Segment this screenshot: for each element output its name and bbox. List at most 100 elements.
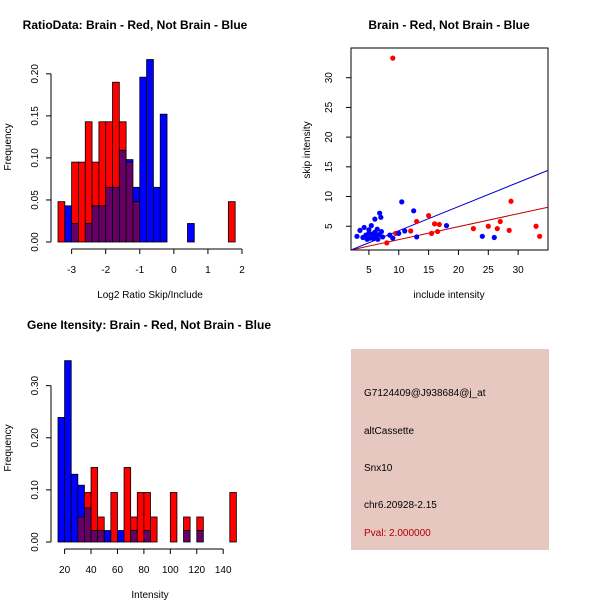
info-panel: G7124409@J938684@j_at altCassette Snx10 … — [351, 349, 549, 550]
intensity-y-tick-label: 0.10 — [30, 480, 41, 500]
ratio-brain-bar — [105, 121, 113, 188]
scatter-x-tick-label: 30 — [513, 265, 525, 276]
ratio-histogram-ylabel: Frequency — [3, 123, 14, 170]
intensity-notbrain-bar — [77, 484, 85, 518]
ratio-overlap-bar — [84, 223, 93, 243]
intensity-notbrain-bar — [117, 530, 125, 543]
notbrain-point — [414, 234, 420, 240]
brain-point — [436, 221, 442, 228]
notbrain-point — [443, 223, 450, 229]
intensity-scatter-plot-box — [350, 47, 549, 251]
notbrain-point — [491, 234, 497, 241]
intensity-histogram-title: Gene Itensity: Brain - Red, Not Brain - … — [27, 318, 271, 332]
intensity-overlap-bar — [143, 530, 151, 543]
intensity-scatter-points — [354, 55, 543, 246]
intensity-scatter-xlabel: include intensity — [413, 290, 484, 301]
notbrain-point — [390, 235, 396, 241]
notbrain-point — [354, 233, 360, 239]
intensity-histogram: Gene Itensity: Brain - Red, Not Brain - … — [3, 318, 271, 601]
brain-point — [428, 230, 435, 236]
intensity-overlap-bar — [77, 516, 85, 543]
scatter-y-tick-label: 5 — [324, 223, 335, 229]
ratio-overlap-bar — [105, 186, 113, 243]
info-panel-background — [351, 349, 549, 550]
intensity-scatter: Brain - Red, Not Brain - Blue include in… — [302, 18, 549, 301]
intensity-scatter-title: Brain - Red, Not Brain - Blue — [368, 18, 530, 32]
intensity-notbrain-bar — [70, 473, 79, 543]
ratio-brain-bar — [227, 201, 236, 243]
notbrain-point — [357, 227, 363, 233]
scatter-x-tick-label: 20 — [453, 265, 465, 276]
ratio-brain-bar — [71, 161, 79, 224]
intensity-brain-bar — [130, 516, 138, 531]
intensity-x-tick-label: 60 — [112, 565, 124, 576]
intensity-brain-bar — [229, 492, 237, 543]
intensity-histogram-ylabel: Frequency — [3, 424, 14, 471]
intensity-brain-bar — [150, 516, 158, 543]
brain-point — [431, 221, 438, 227]
intensity-overlap-bar — [84, 507, 92, 543]
pval-text: Pval: 2.000000 — [364, 528, 431, 539]
intensity-overlap-bar — [196, 530, 204, 543]
ratio-histogram-title: RatioData: Brain - Red, Not Brain - Blue — [23, 18, 248, 32]
brain-point — [390, 55, 396, 61]
notbrain-point — [402, 228, 408, 234]
ratio-x-tick-label: 0 — [171, 265, 177, 276]
event-type-text: altCassette — [364, 426, 414, 437]
notbrain-point — [366, 227, 372, 233]
notbrain-point — [374, 226, 380, 232]
notbrain-point — [396, 230, 402, 236]
notbrain-point — [380, 234, 386, 240]
notbrain-point — [399, 199, 405, 205]
ratio-histogram-axes: -3 -2 -1 0 1 2 0.00 0.05 0.10 0.15 0.20 — [30, 64, 245, 276]
notbrain-point — [372, 216, 378, 222]
ratio-brain-bar — [78, 161, 86, 243]
ratio-y-tick-label: 0.20 — [30, 64, 41, 84]
intensity-y-tick-label: 0.30 — [30, 375, 41, 395]
intensity-brain-bar — [143, 492, 151, 531]
intensity-notbrain-bar — [64, 360, 72, 543]
intensity-overlap-bar — [183, 530, 191, 543]
ratio-x-tick-label: -1 — [135, 265, 144, 276]
ratio-overlap-bar — [132, 201, 141, 243]
ratio-notbrain-bar — [132, 186, 141, 203]
probe-id-text: G7124409@J938684@j_at — [364, 388, 486, 399]
intensity-x-tick-label: 80 — [138, 565, 150, 576]
ratio-brain-bar — [84, 121, 93, 224]
intensity-brain-bar — [97, 516, 105, 531]
intensity-brain-bar — [90, 467, 99, 531]
scatter-y-tick-label: 15 — [324, 161, 335, 173]
intensity-brain-bar — [196, 516, 204, 531]
notbrain-point — [479, 233, 485, 239]
ratio-histogram-bars — [57, 59, 236, 243]
intensity-brain-bar — [123, 467, 132, 543]
intensity-y-tick-label: 0.00 — [30, 532, 41, 552]
ratio-notbrain-bar — [139, 76, 147, 243]
brain-point — [533, 223, 539, 229]
ratio-notbrain-bar — [64, 205, 73, 243]
intensity-overlap-bar — [130, 530, 138, 543]
intensity-x-tick-label: 140 — [215, 565, 232, 576]
scatter-x-tick-label: 15 — [423, 265, 435, 276]
brain-point — [506, 227, 512, 233]
intensity-overlap-bar — [97, 530, 105, 543]
brain-point — [494, 226, 500, 232]
intensity-scatter-axes: 5 10 15 20 25 30 5 10 15 20 25 30 — [324, 72, 524, 276]
ratio-brain-bar — [98, 121, 107, 207]
ratio-brain-bar — [57, 201, 66, 243]
ratio-brain-bar — [112, 81, 120, 188]
notbrain-point — [368, 223, 374, 229]
brain-point — [485, 223, 491, 229]
brain-point — [434, 228, 441, 235]
brain-point — [470, 226, 476, 232]
brain-point — [408, 228, 414, 234]
ratio-x-tick-label: 1 — [205, 265, 211, 276]
intensity-notbrain-bar — [103, 530, 112, 543]
intensity-x-tick-label: 120 — [188, 565, 205, 576]
intensity-brain-bar — [169, 492, 178, 543]
brain-point — [414, 218, 420, 225]
notbrain-point — [378, 228, 385, 235]
ratio-histogram: RatioData: Brain - Red, Not Brain - Blue… — [3, 18, 248, 301]
brain-point — [426, 212, 432, 219]
